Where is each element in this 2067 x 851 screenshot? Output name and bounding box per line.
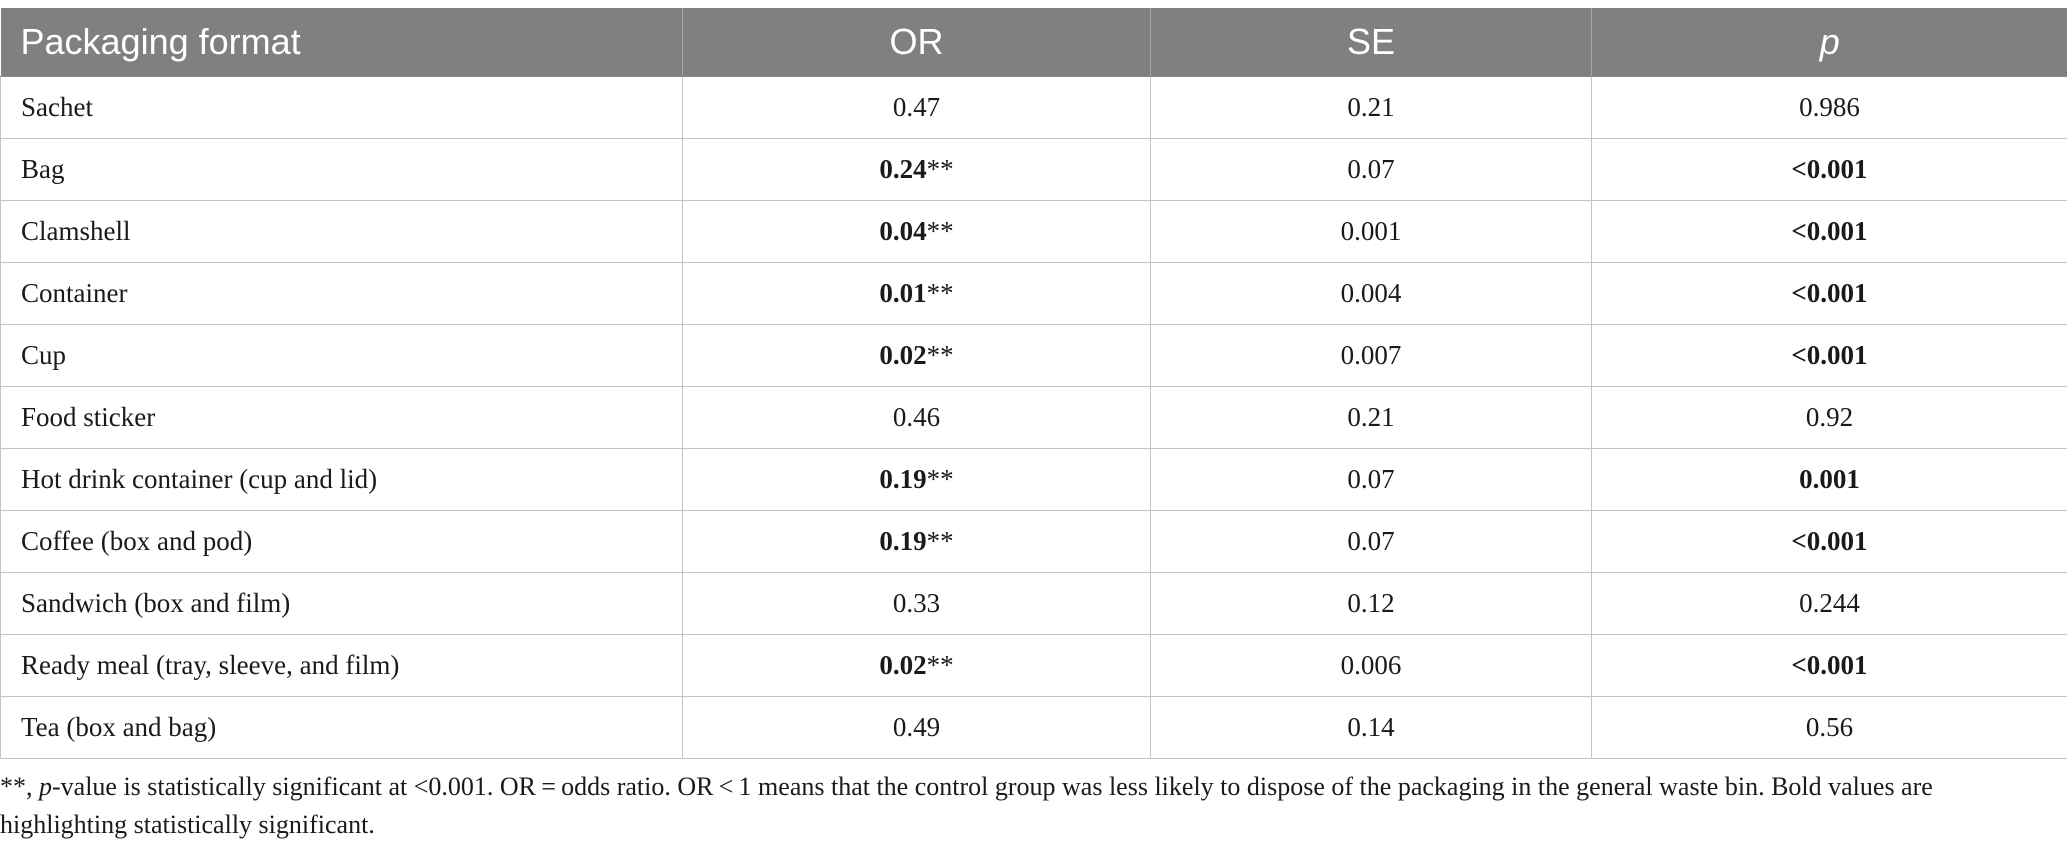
table-row: Cup 0.02** 0.007 <0.001 (0, 324, 2067, 387)
significance-marker: ** (926, 650, 954, 680)
cell-packaging-format: Tea (box and bag) (0, 696, 683, 759)
table-row: Ready meal (tray, sleeve, and film) 0.02*… (0, 634, 2067, 697)
table-row: Bag 0.24** 0.07 <0.001 (0, 138, 2067, 201)
cell-se: 0.07 (1150, 448, 1592, 511)
or-value: 0.33 (892, 588, 941, 618)
table-row: Sandwich (box and film) 0.33 0.12 0.244 (0, 572, 2067, 635)
significance-marker: ** (926, 340, 954, 370)
table-row: Container 0.01** 0.004 <0.001 (0, 262, 2067, 325)
table-row: Tea (box and bag) 0.49 0.14 0.56 (0, 696, 2067, 759)
cell-p-value: <0.001 (1591, 138, 2067, 201)
header-packaging-format: Packaging format (0, 8, 683, 77)
or-value: 0.01 (879, 278, 927, 308)
cell-se: 0.004 (1150, 262, 1592, 325)
packaging-results-table: Packaging format OR SE p Sachet 0.47 0.21 0… (0, 8, 2067, 759)
cell-or: 0.47 (682, 76, 1151, 139)
or-value: 0.04 (879, 216, 927, 246)
cell-or: 0.49 (682, 696, 1151, 759)
cell-se: 0.006 (1150, 634, 1592, 697)
table-row: Sachet 0.47 0.21 0.986 (0, 76, 2067, 139)
cell-se: 0.12 (1150, 572, 1592, 635)
cell-packaging-format: Cup (0, 324, 683, 387)
table-row: Food sticker 0.46 0.21 0.92 (0, 386, 2067, 449)
significance-marker: ** (926, 464, 954, 494)
cell-packaging-format: Coffee (box and pod) (0, 510, 683, 573)
or-value: 0.47 (892, 92, 941, 122)
or-value: 0.02 (879, 650, 927, 680)
cell-packaging-format: Container (0, 262, 683, 325)
or-value: 0.19 (879, 526, 927, 556)
cell-p-value: 0.244 (1591, 572, 2067, 635)
cell-se: 0.07 (1150, 510, 1592, 573)
or-value: 0.46 (892, 402, 941, 432)
or-value: 0.02 (879, 340, 927, 370)
cell-packaging-format: Sandwich (box and film) (0, 572, 683, 635)
significance-marker: ** (926, 278, 954, 308)
cell-p-value: 0.92 (1591, 386, 2067, 449)
header-se: SE (1150, 8, 1592, 77)
cell-p-value: <0.001 (1591, 634, 2067, 697)
significance-marker: ** (926, 216, 954, 246)
cell-or: 0.02** (682, 634, 1151, 697)
cell-packaging-format: Food sticker (0, 386, 683, 449)
significance-marker: ** (926, 526, 954, 556)
table-row: Clamshell 0.04** 0.001 <0.001 (0, 200, 2067, 263)
header-row: Packaging format OR SE p (0, 8, 2067, 77)
cell-p-value: <0.001 (1591, 324, 2067, 387)
header-or: OR (682, 8, 1151, 77)
results-table-container: Packaging format OR SE p Sachet 0.47 0.21 0… (0, 8, 2067, 759)
significance-marker: ** (926, 154, 954, 184)
cell-p-value: <0.001 (1591, 262, 2067, 325)
table-row: Coffee (box and pod) 0.19** 0.07 <0.001 (0, 510, 2067, 573)
cell-p-value: <0.001 (1591, 200, 2067, 263)
cell-se: 0.21 (1150, 386, 1592, 449)
cell-se: 0.001 (1150, 200, 1592, 263)
cell-or: 0.24** (682, 138, 1151, 201)
footnote-text: -value is statistically significant at <… (0, 772, 1933, 839)
footnote-marker: **, (0, 772, 39, 801)
cell-or: 0.04** (682, 200, 1151, 263)
cell-or: 0.02** (682, 324, 1151, 387)
cell-or: 0.01** (682, 262, 1151, 325)
table-row: Hot drink container (cup and lid) 0.19** 0… (0, 448, 2067, 511)
table-footnote: **, p-value is statistically significant… (0, 768, 2040, 844)
cell-se: 0.21 (1150, 76, 1592, 139)
footnote-p-italic: p (39, 772, 52, 801)
cell-or: 0.46 (682, 386, 1151, 449)
header-p: p (1591, 8, 2067, 77)
or-value: 0.24 (879, 154, 927, 184)
cell-packaging-format: Hot drink container (cup and lid) (0, 448, 683, 511)
cell-p-value: 0.001 (1591, 448, 2067, 511)
cell-packaging-format: Bag (0, 138, 683, 201)
cell-or: 0.19** (682, 448, 1151, 511)
or-value: 0.49 (892, 712, 941, 742)
cell-or: 0.33 (682, 572, 1151, 635)
cell-se: 0.007 (1150, 324, 1592, 387)
cell-p-value: <0.001 (1591, 510, 2067, 573)
table-header: Packaging format OR SE p (0, 8, 2067, 77)
or-value: 0.19 (879, 464, 927, 494)
cell-se: 0.07 (1150, 138, 1592, 201)
table-body: Sachet 0.47 0.21 0.986 Bag 0.24** 0.07 <0.001 Cl… (0, 76, 2067, 759)
cell-or: 0.19** (682, 510, 1151, 573)
cell-p-value: 0.986 (1591, 76, 2067, 139)
cell-packaging-format: Ready meal (tray, sleeve, and film) (0, 634, 683, 697)
cell-packaging-format: Clamshell (0, 200, 683, 263)
cell-p-value: 0.56 (1591, 696, 2067, 759)
cell-packaging-format: Sachet (0, 76, 683, 139)
cell-se: 0.14 (1150, 696, 1592, 759)
